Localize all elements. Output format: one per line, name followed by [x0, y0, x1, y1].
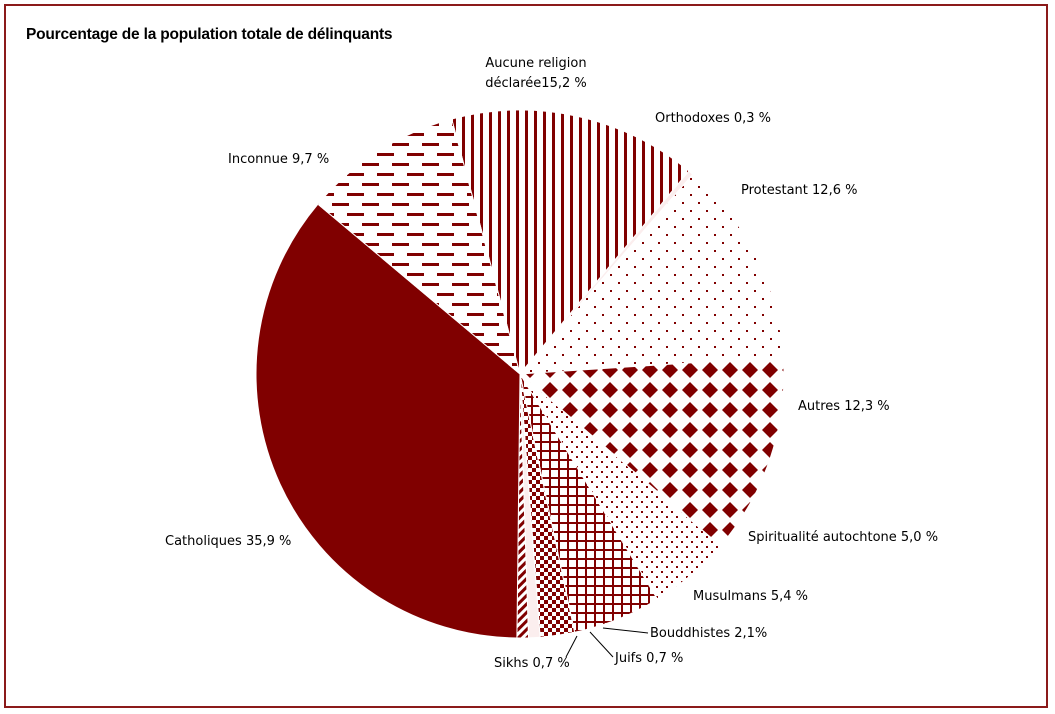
slice-label: Musulmans 5,4 %: [693, 589, 808, 604]
pie-slice-aucune-religion-declaree: [451, 109, 690, 376]
pie-slice-protestant: [518, 173, 784, 375]
slice-label: Catholiques 35,9 %: [165, 534, 291, 549]
pie-slice-inconnue: [317, 118, 521, 376]
pie-slice-autres: [518, 356, 785, 547]
slice-label: Spiritualité autochtone 5,0 %: [748, 530, 938, 545]
pie-slices: [255, 109, 785, 639]
leader-line: [565, 635, 578, 658]
slice-label: Juifs 0,7 %: [614, 651, 683, 666]
leader-line: [602, 627, 649, 634]
slice-label: Protestant 12,6 %: [741, 183, 857, 198]
slice-label: Orthodoxes 0,3 %: [655, 111, 771, 126]
slice-label: Inconnue 9,7 %: [228, 152, 329, 167]
slice-label: Sikhs 0,7 %: [494, 656, 570, 671]
slice-labels: Aucune religion déclarée15,2 % Orthodoxes …: [165, 56, 938, 671]
leader-line: [589, 631, 614, 658]
chart-title: Pourcentage de la population totale de d…: [26, 26, 393, 43]
pie-slice-catholiques: [255, 203, 521, 639]
leader-lines: [565, 627, 649, 658]
slice-label: Autres 12,3 %: [798, 399, 890, 414]
slice-label: Aucune religion déclarée15,2 %: [485, 56, 586, 91]
slice-label: Bouddhistes 2,1%: [650, 626, 767, 641]
